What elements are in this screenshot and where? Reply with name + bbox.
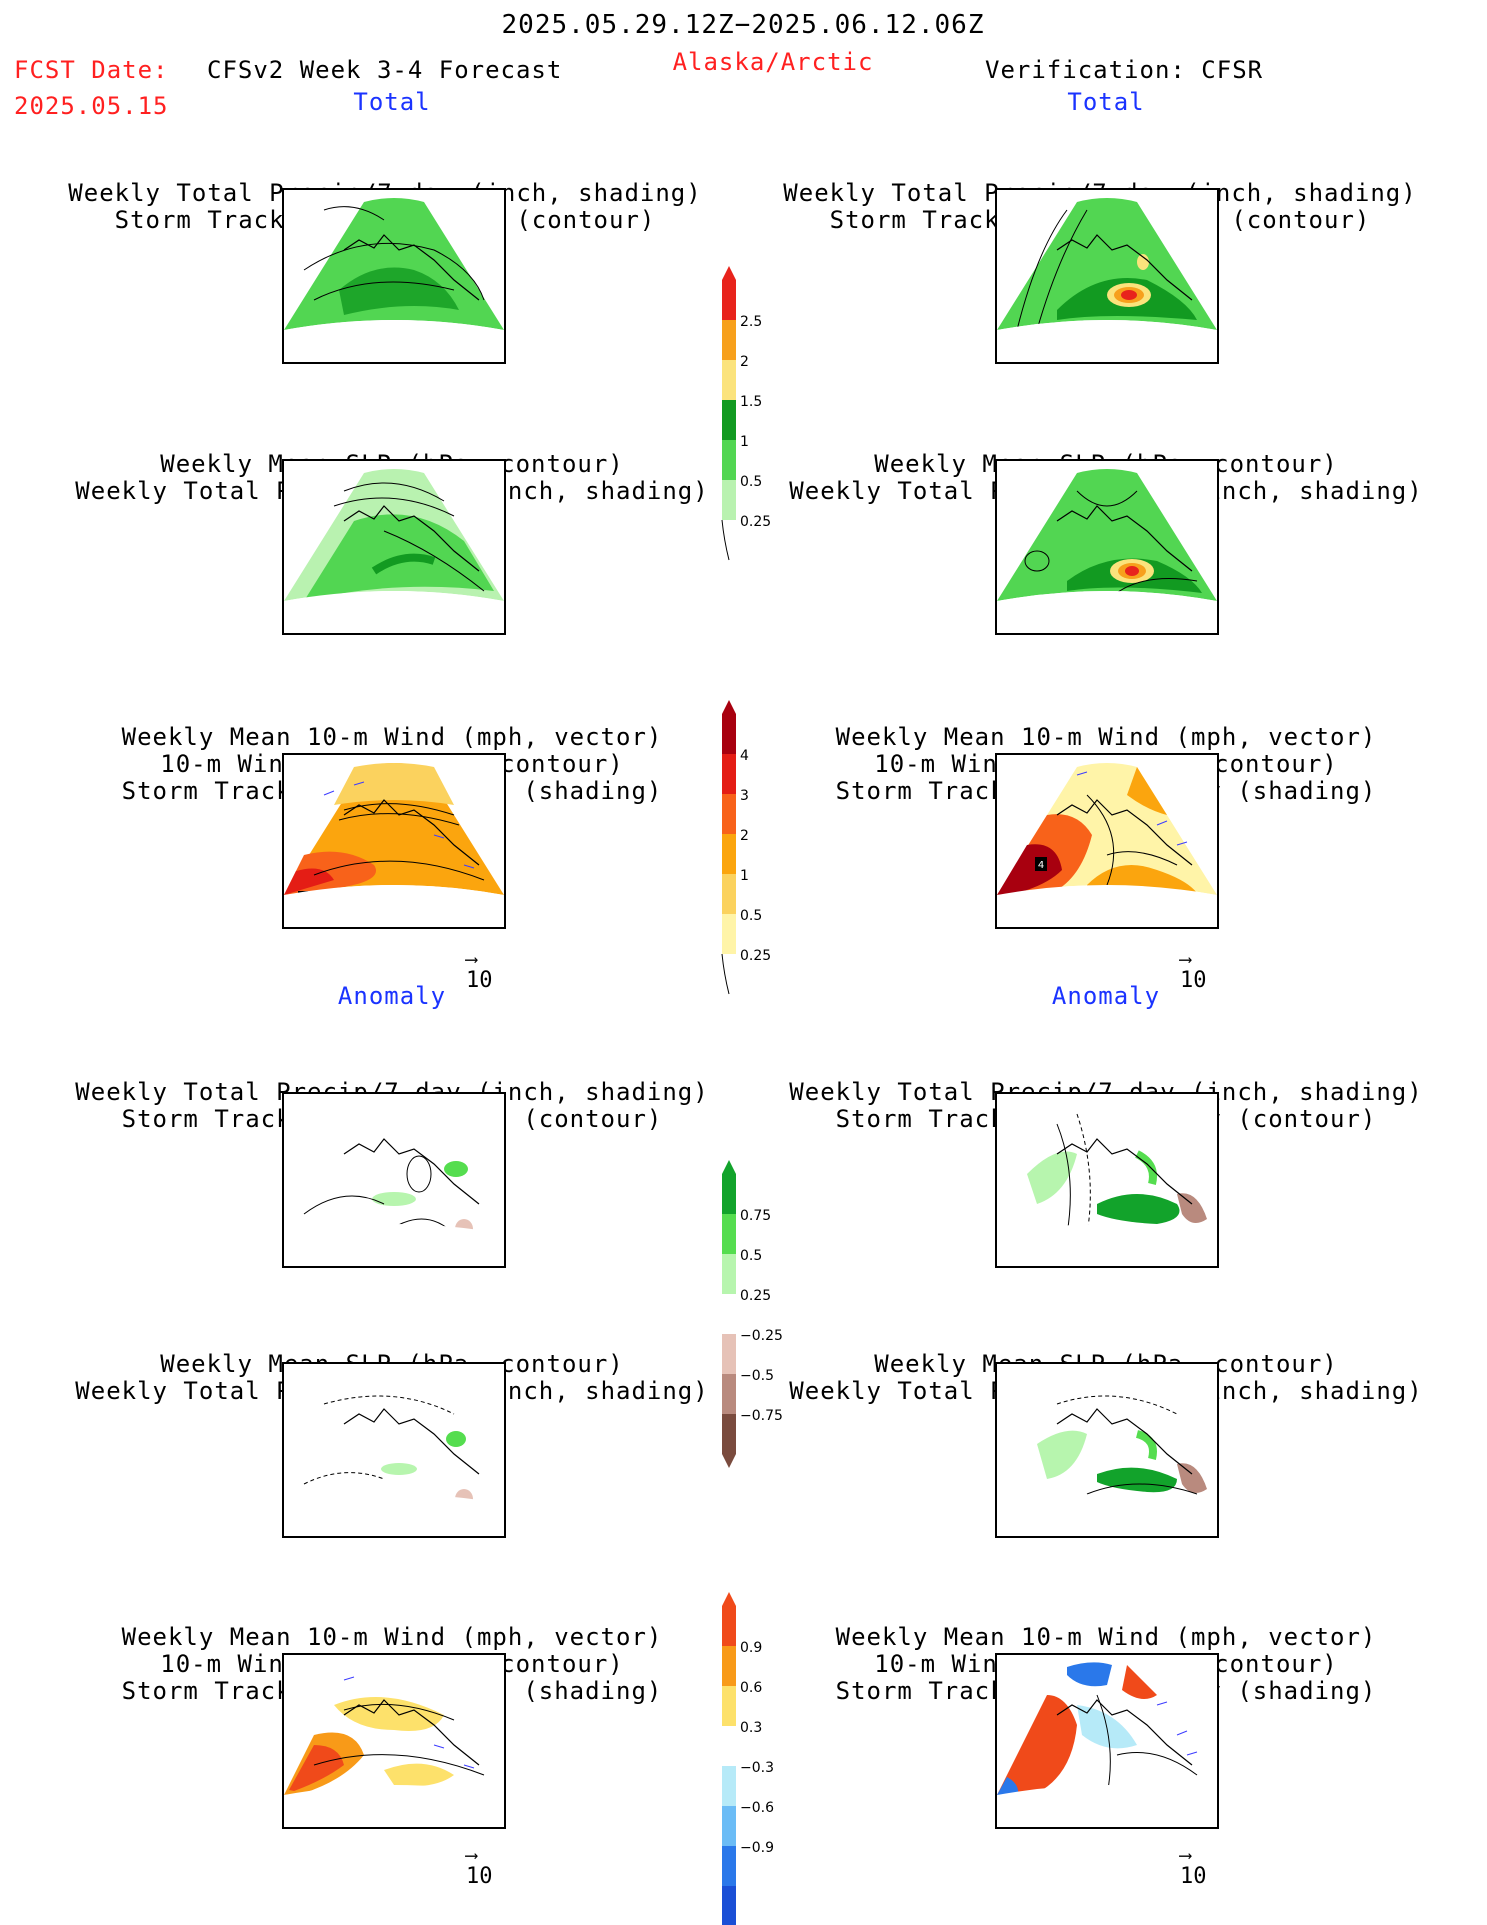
colorbar-segment xyxy=(722,360,736,400)
colorbar-segment xyxy=(722,1334,736,1374)
map-fcst-anom-wind xyxy=(282,1653,506,1829)
colorbar-storm-total: 4 3 2 1 0.5 0.25 xyxy=(718,700,788,995)
map-label-obs-total-wind: 4 xyxy=(1038,860,1044,871)
colorbar-tick-label: −0.9 xyxy=(740,1840,774,1856)
colorbar-tick-label: 3 xyxy=(740,788,749,804)
map-obs-anom-slp xyxy=(995,1362,1219,1538)
model-label: CFSv2 Week 3-4 Forecast xyxy=(207,56,563,84)
fcst-date-label: FCST Date: xyxy=(14,56,169,84)
verification-label: Verification: CFSR xyxy=(985,56,1264,84)
colorbar-segment xyxy=(722,754,736,794)
vector-ref-obs-total: ⟶ 10 xyxy=(1180,949,1207,994)
colorbar-tick-label: 0.6 xyxy=(740,1680,762,1696)
colorbar-segment xyxy=(722,1886,736,1925)
colorbar-segment xyxy=(722,1174,736,1214)
section-total-right: Total xyxy=(1067,88,1145,116)
vector-ref-obs-anom: ⟶ 10 xyxy=(1180,1845,1207,1890)
colorbar-segment xyxy=(722,874,736,914)
colorbar-tick-label: −0.75 xyxy=(740,1408,783,1424)
colorbar-segment xyxy=(722,1374,736,1414)
fcst-date-value: 2025.05.15 xyxy=(14,92,169,120)
colorbar-bottom-arrow xyxy=(721,953,730,995)
colorbar-segment xyxy=(722,1294,736,1334)
map-obs-total-precip xyxy=(995,188,1219,364)
colorbar-segment xyxy=(722,1254,736,1294)
colorbar-tick-label: −0.5 xyxy=(740,1368,774,1384)
colorbar-segment xyxy=(722,1606,736,1646)
colorbar-tick-label: 0.25 xyxy=(740,514,771,530)
colorbar-bottom-arrow xyxy=(722,1454,736,1468)
colorbar-top-arrow xyxy=(722,1592,736,1606)
map-fcst-total-precip xyxy=(282,188,506,364)
colorbar-tick-label: −0.3 xyxy=(740,1760,774,1776)
arrow-right-icon: ⟶ xyxy=(466,949,477,970)
colorbar-segment xyxy=(722,400,736,440)
colorbar-tick-label: 2 xyxy=(740,828,749,844)
colorbar-segment xyxy=(722,1214,736,1254)
colorbar-tick-label: 0.25 xyxy=(740,1288,771,1304)
map-obs-anom-wind xyxy=(995,1653,1219,1829)
colorbar-segment xyxy=(722,440,736,480)
colorbar-segment xyxy=(722,1686,736,1726)
colorbar-segment xyxy=(722,834,736,874)
colorbar-segment xyxy=(722,320,736,360)
colorbar-tick-label: 0.75 xyxy=(740,1208,771,1224)
colorbar-tick-label: 1 xyxy=(740,868,749,884)
section-anomaly-left: Anomaly xyxy=(337,982,447,1010)
section-anomaly-right: Anomaly xyxy=(1051,982,1161,1010)
map-fcst-total-wind: 2 xyxy=(282,753,506,929)
colorbar-segment xyxy=(722,1806,736,1846)
colorbar-tick-label: 0.25 xyxy=(740,948,771,964)
map-fcst-anom-slp xyxy=(282,1362,506,1538)
colorbar-tick-label: 1.5 xyxy=(740,394,762,410)
map-obs-total-slp xyxy=(995,459,1219,635)
colorbar-segment xyxy=(722,1846,736,1886)
colorbar-tick-label: 2.5 xyxy=(740,314,762,330)
section-total-left: Total xyxy=(353,88,431,116)
colorbar-top-arrow xyxy=(722,266,736,280)
colorbar-top-arrow xyxy=(722,700,736,714)
arrow-right-icon: ⟶ xyxy=(1180,949,1191,970)
map-fcst-anom-precip xyxy=(282,1092,506,1268)
colorbar-segment xyxy=(722,794,736,834)
colorbar-segment xyxy=(722,714,736,754)
colorbar-tick-label: 0.3 xyxy=(740,1720,762,1736)
colorbar-segment xyxy=(722,1726,736,1766)
colorbar-precip-anom: 0.75 0.5 0.25 −0.25 −0.5 −0.75 xyxy=(718,1160,788,1468)
colorbar-tick-label: −0.6 xyxy=(740,1800,774,1816)
colorbar-tick-label: 1 xyxy=(740,434,749,450)
vector-ref-fcst-total: ⟶ 10 xyxy=(466,949,493,994)
colorbar-storm-anom: 0.9 0.6 0.3 −0.3 −0.6 −0.9 xyxy=(718,1592,788,1925)
colorbar-tick-label: 4 xyxy=(740,748,749,764)
map-obs-total-wind: 4 xyxy=(995,753,1219,929)
colorbar-segment xyxy=(722,1414,736,1454)
forecast-period: 2025.05.29.12Z−2025.06.12.06Z xyxy=(501,10,985,40)
colorbar-tick-label: −0.25 xyxy=(740,1328,783,1344)
colorbar-tick-label: 2 xyxy=(740,354,749,370)
vector-ref-fcst-anom: ⟶ 10 xyxy=(466,1845,493,1890)
colorbar-precip-total: 2.5 2 1.5 1 0.5 0.25 xyxy=(718,266,788,561)
colorbar-tick-label: 0.5 xyxy=(740,474,762,490)
colorbar-tick-label: 0.5 xyxy=(740,908,762,924)
colorbar-segment xyxy=(722,480,736,520)
colorbar-tick-label: 0.9 xyxy=(740,1640,762,1656)
colorbar-segment xyxy=(722,280,736,320)
colorbar-tick-label: 0.5 xyxy=(740,1248,762,1264)
arrow-right-icon: ⟶ xyxy=(1180,1845,1191,1866)
colorbar-segment xyxy=(722,1646,736,1686)
colorbar-segment xyxy=(722,1766,736,1806)
colorbar-segment xyxy=(722,914,736,954)
colorbar-bottom-arrow xyxy=(721,519,730,561)
region-label: Alaska/Arctic xyxy=(672,48,874,76)
arrow-right-icon: ⟶ xyxy=(466,1845,477,1866)
map-fcst-total-slp xyxy=(282,459,506,635)
map-obs-anom-precip xyxy=(995,1092,1219,1268)
colorbar-top-arrow xyxy=(722,1160,736,1174)
